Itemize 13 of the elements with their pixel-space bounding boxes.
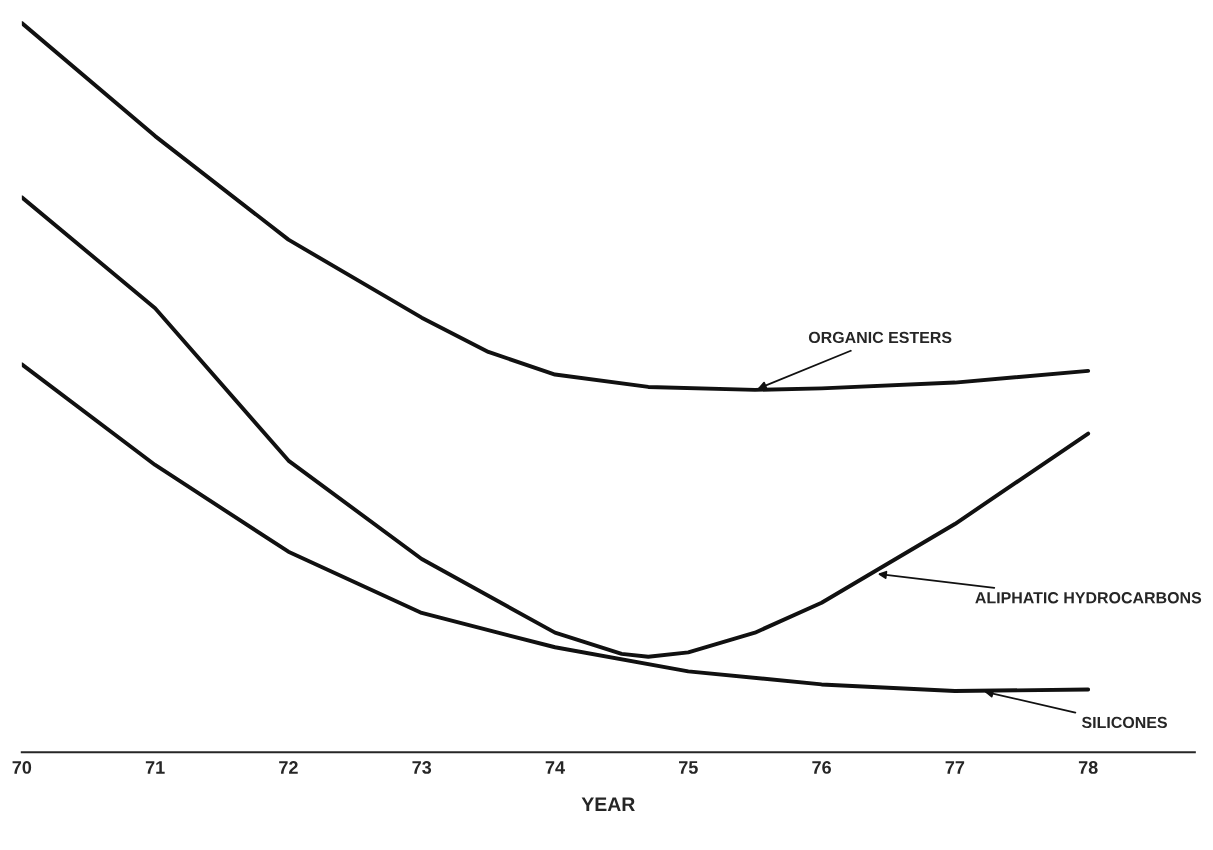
annotation: ORGANIC ESTERS	[808, 331, 952, 344]
annotation: SILICONES	[1081, 716, 1167, 729]
annotation: ALIPHATIC HYDROCARBONS	[975, 592, 1202, 604]
x-tick-label: 75	[679, 761, 698, 774]
x-tick-label: 77	[945, 761, 965, 774]
x-tick-label: 72	[279, 761, 298, 774]
x-axis-title: YEAR	[581, 797, 635, 811]
x-tick-label: 73	[412, 761, 432, 774]
x-tick-label: 70	[12, 761, 32, 774]
x-tick-label: 71	[145, 761, 165, 774]
x-tick-label: 78	[1078, 761, 1098, 774]
x-tick-label: 74	[545, 761, 565, 774]
x-tick-label: 76	[812, 761, 831, 774]
